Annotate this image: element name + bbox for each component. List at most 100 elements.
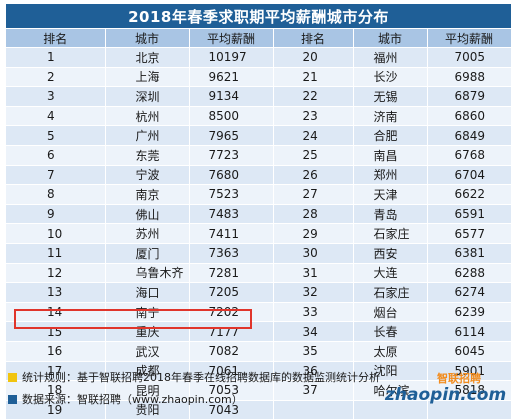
city-cell: 哈尔滨: [353, 380, 428, 401]
rank-cell: 11: [6, 243, 106, 264]
rank-cell: 3: [6, 86, 106, 107]
table-row: 14 南宁 7202 33 烟台 6239: [6, 302, 512, 323]
salary-cell: 7363: [189, 243, 274, 264]
rank-cell: 7: [6, 165, 106, 186]
salary-cell: 7965: [189, 125, 274, 146]
salary-cell: 7723: [189, 145, 274, 166]
salary-cell: 6622: [427, 184, 512, 205]
rank-cell: [273, 400, 354, 420]
logo-en-text: zhaopin.com: [384, 385, 506, 405]
salary-cell: 6288: [427, 263, 512, 284]
table-row: 18 昆明 7053 37 哈尔滨 5818: [6, 380, 512, 401]
salary-cell: 7053: [189, 380, 274, 401]
table-row: 16 武汉 7082 35 太原 6045: [6, 341, 512, 362]
city-cell: 青岛: [353, 204, 428, 225]
rank-cell: 12: [6, 263, 106, 284]
rank-cell: 4: [6, 106, 106, 127]
header-city: 城市: [105, 29, 190, 48]
salary-cell: 7483: [189, 204, 274, 225]
salary-cell: 5818: [427, 380, 512, 401]
rank-cell: 36: [273, 361, 354, 382]
salary-cell: 6879: [427, 86, 512, 107]
rank-cell: 27: [273, 184, 354, 205]
salary-cell: 9621: [189, 67, 274, 88]
salary-ranking-table: 排名 城市 平均薪酬 排名 城市 平均薪酬 1 北京 10197 20 福州 7005 2 上…: [6, 29, 512, 420]
salary-cell: 7005: [427, 47, 512, 68]
table-row: 2 上海 9621 21 长沙 6988: [6, 67, 512, 88]
table-row: 12 乌鲁木齐 7281 31 大连 6288: [6, 263, 512, 284]
city-cell: 西安: [353, 243, 428, 264]
rank-cell: 13: [6, 282, 106, 303]
rank-cell: 20: [273, 47, 354, 68]
city-cell: 海口: [105, 282, 190, 303]
rank-cell: 21: [273, 67, 354, 88]
city-cell: 济南: [353, 106, 428, 127]
table-title: 2018年春季求职期平均薪酬城市分布: [6, 4, 511, 28]
salary-cell: 10197: [189, 47, 274, 68]
rank-cell: 34: [273, 321, 354, 342]
rank-cell: 9: [6, 204, 106, 225]
salary-cell: 6239: [427, 302, 512, 323]
table-row: 5 广州 7965 24 合肥 6849: [6, 125, 512, 146]
city-cell: 上海: [105, 67, 190, 88]
rank-cell: 10: [6, 223, 106, 244]
city-cell: 石家庄: [353, 223, 428, 244]
rank-cell: 23: [273, 106, 354, 127]
table-row: 1 北京 10197 20 福州 7005: [6, 47, 512, 68]
city-cell: 宁波: [105, 165, 190, 186]
rank-cell: 8: [6, 184, 106, 205]
city-cell: 成都: [105, 361, 190, 382]
rank-cell: 18: [6, 380, 106, 401]
header-salary: 平均薪酬: [427, 29, 512, 48]
salary-cell: 6045: [427, 341, 512, 362]
rank-cell: 26: [273, 165, 354, 186]
city-cell: 无锡: [353, 86, 428, 107]
table-row: 10 苏州 7411 29 石家庄 6577: [6, 223, 512, 244]
rank-cell: 32: [273, 282, 354, 303]
rank-cell: 14: [6, 302, 106, 323]
rank-cell: 22: [273, 86, 354, 107]
salary-cell: 6988: [427, 67, 512, 88]
city-cell: 合肥: [353, 125, 428, 146]
salary-cell: 6114: [427, 321, 512, 342]
table-row: 15 重庆 7177 34 长春 6114: [6, 321, 512, 342]
table-body: 1 北京 10197 20 福州 7005 2 上海 9621 21 长沙 6988 3 深圳 9134 22…: [6, 47, 512, 420]
rank-cell: 15: [6, 321, 106, 342]
rank-cell: 37: [273, 380, 354, 401]
salary-cell: 7281: [189, 263, 274, 284]
rank-cell: 2: [6, 67, 106, 88]
table-row: 6 东莞 7723 25 南昌 6768: [6, 145, 512, 166]
city-cell: 烟台: [353, 302, 428, 323]
city-cell: 深圳: [105, 86, 190, 107]
rank-cell: 6: [6, 145, 106, 166]
blue-bullet-icon: [8, 394, 17, 404]
city-cell: 广州: [105, 125, 190, 146]
city-cell: 长沙: [353, 67, 428, 88]
salary-cell: 6768: [427, 145, 512, 166]
salary-cell: 5901: [427, 361, 512, 382]
salary-cell: 6381: [427, 243, 512, 264]
city-cell: 大连: [353, 263, 428, 284]
rank-cell: 16: [6, 341, 106, 362]
salary-cell: 6704: [427, 165, 512, 186]
rank-cell: 5: [6, 125, 106, 146]
salary-cell: 7082: [189, 341, 274, 362]
city-cell: 乌鲁木齐: [105, 263, 190, 284]
salary-cell: 6274: [427, 282, 512, 303]
salary-cell: 7680: [189, 165, 274, 186]
salary-cell: 8500: [189, 106, 274, 127]
table-row: 3 深圳 9134 22 无锡 6879: [6, 86, 512, 107]
source-text: 数据来源：智联招聘（www.zhaopin.com）: [22, 393, 243, 406]
city-cell: 重庆: [105, 321, 190, 342]
table-row: 11 厦门 7363 30 西安 6381: [6, 243, 512, 264]
city-cell: 厦门: [105, 243, 190, 264]
rank-cell: 35: [273, 341, 354, 362]
city-cell: 天津: [353, 184, 428, 205]
logo-cn-text: 智联招聘: [437, 371, 481, 385]
city-cell: 东莞: [105, 145, 190, 166]
rank-cell: 25: [273, 145, 354, 166]
yellow-bullet-icon: [8, 372, 17, 382]
salary-cell: 9134: [189, 86, 274, 107]
rank-cell: 33: [273, 302, 354, 323]
city-cell: 福州: [353, 47, 428, 68]
